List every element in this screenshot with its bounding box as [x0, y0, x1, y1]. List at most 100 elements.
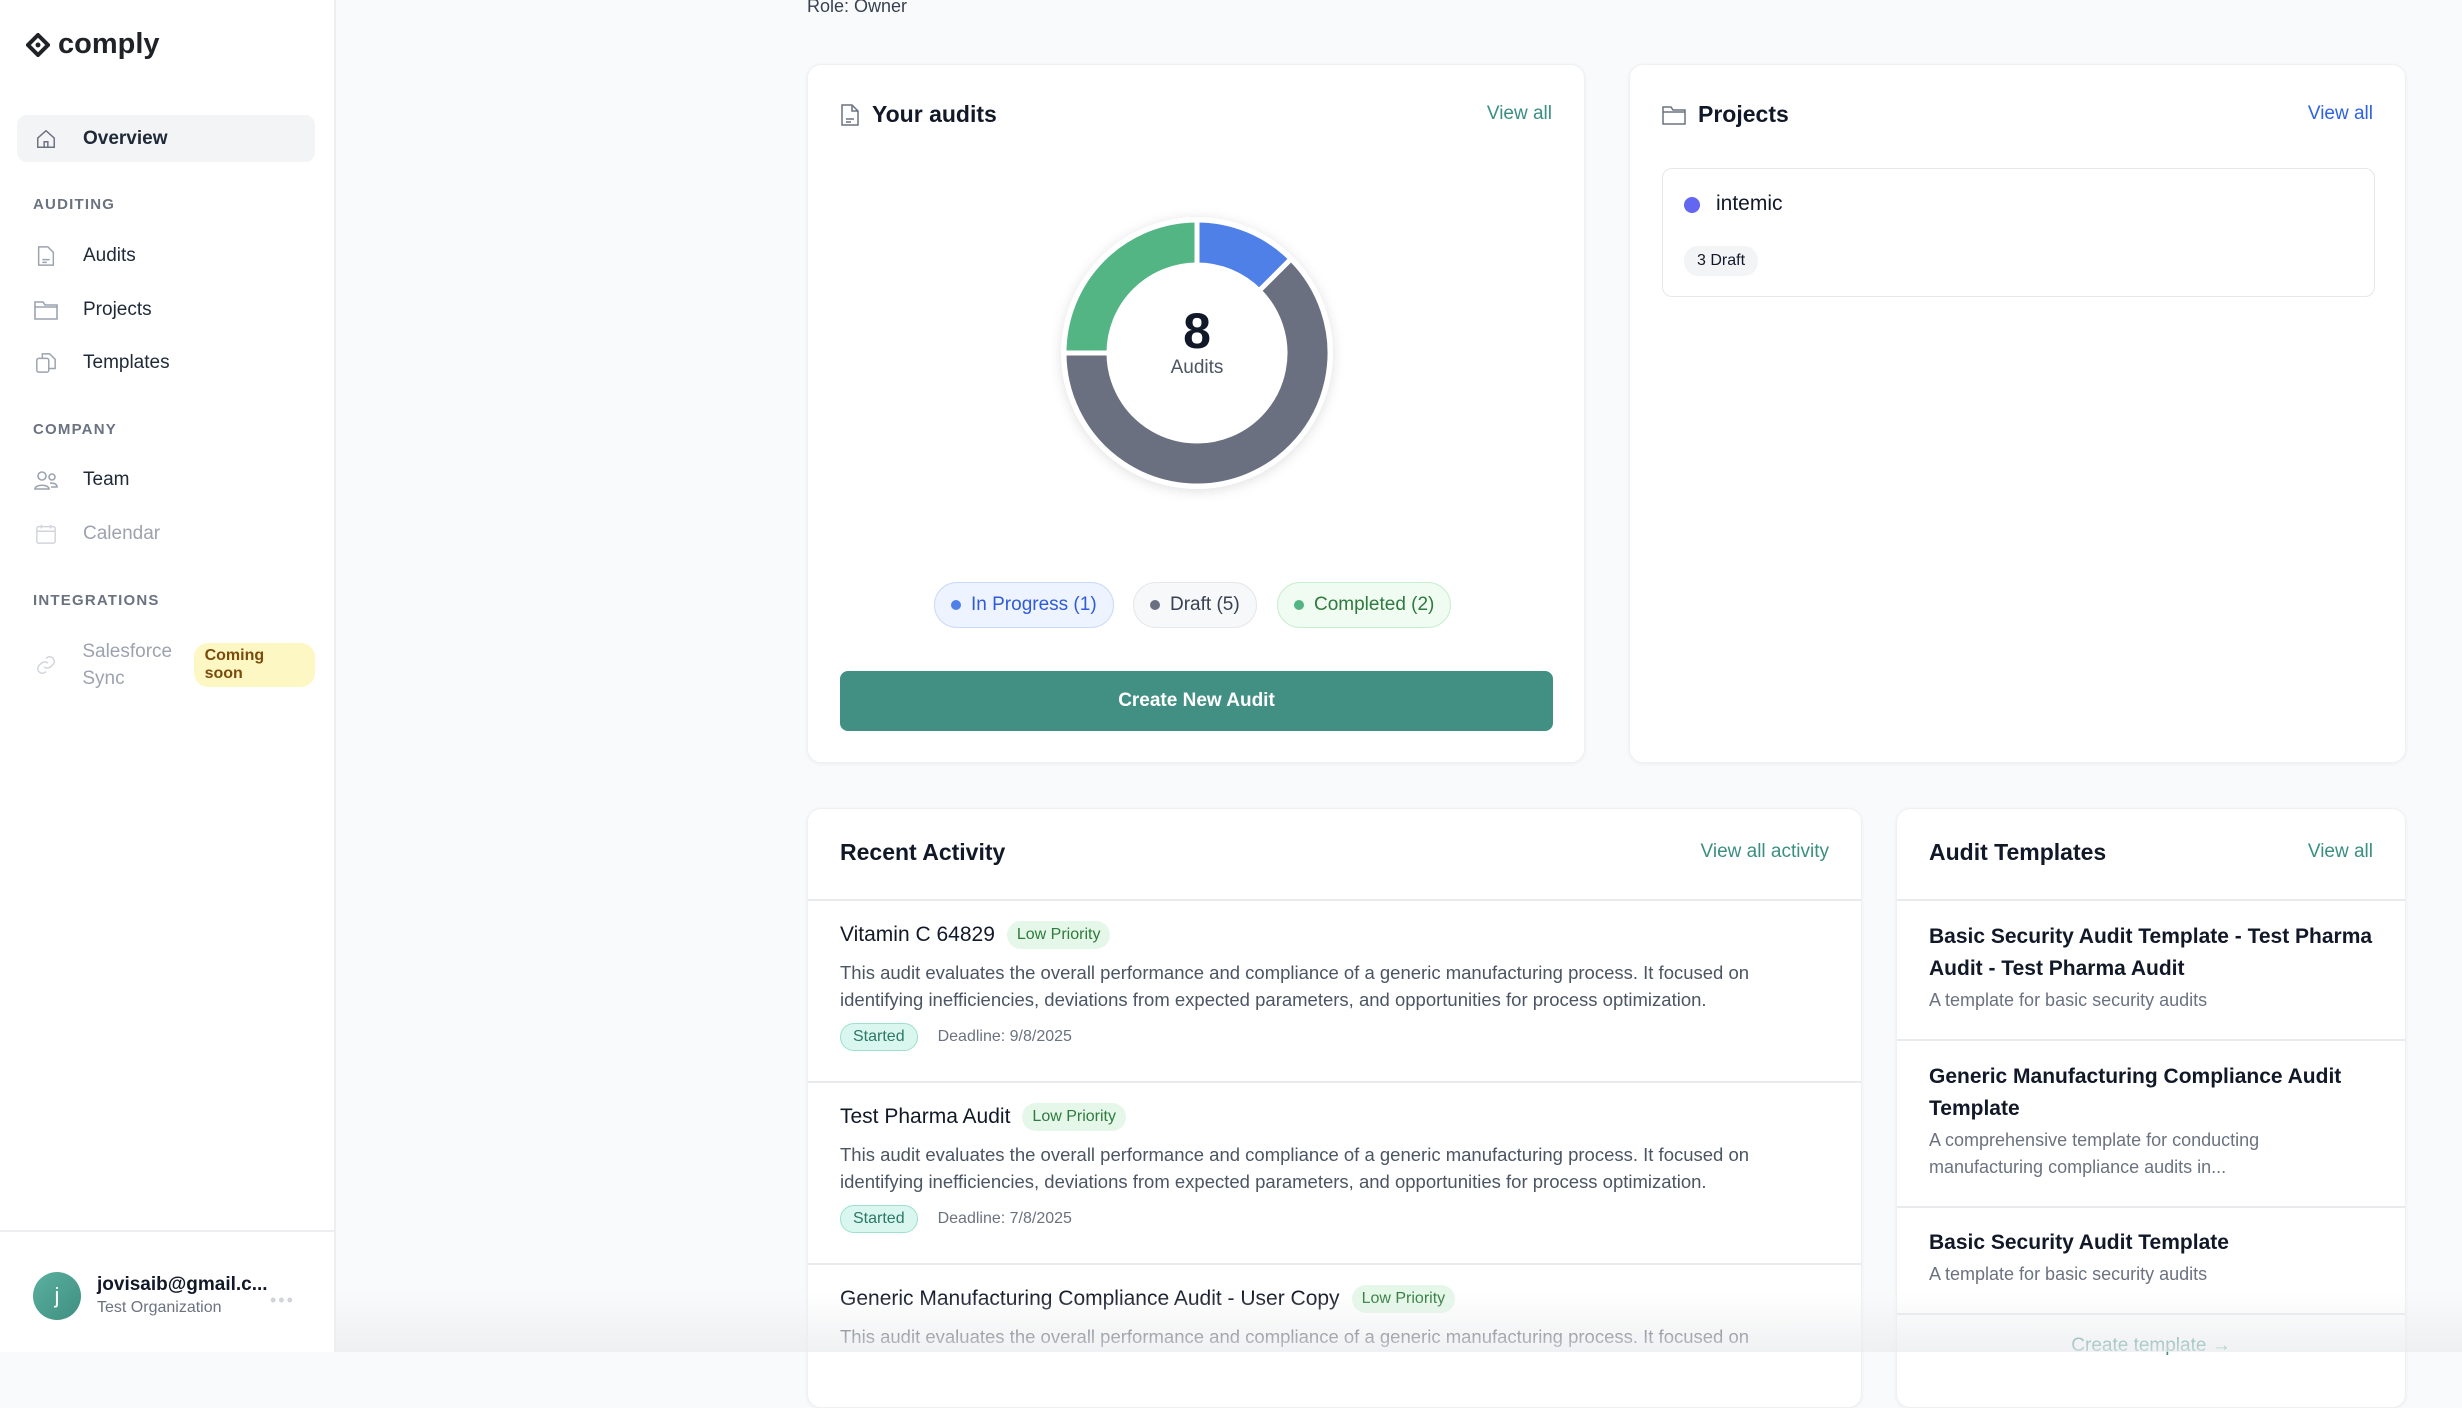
divider	[808, 1081, 1861, 1083]
activity-item[interactable]: Test Pharma Audit Low Priority This audit…	[840, 1101, 1829, 1233]
more-options-icon[interactable]: •••	[270, 1290, 295, 1310]
template-title: Basic Security Audit Template	[1929, 1231, 2229, 1254]
section-label-company: COMPANY	[33, 421, 117, 438]
projects-card: Projects View all intemic 3 Draft	[1629, 64, 2406, 763]
projects-header: Projects	[1662, 101, 1789, 128]
your-audits-header: Your audits	[840, 101, 997, 128]
sidebar-item-label: Team	[83, 468, 130, 490]
status-badge: Started	[840, 1023, 918, 1051]
legend-dot	[1150, 600, 1160, 610]
folder-icon	[1662, 105, 1686, 125]
sidebar-item-templates[interactable]: Templates	[17, 339, 315, 386]
priority-badge: Low Priority	[1022, 1103, 1126, 1131]
sidebar-item-overview[interactable]: Overview	[17, 115, 315, 162]
your-audits-card: Your audits View all 8 Audits In Progres…	[807, 64, 1585, 763]
legend-in-progress[interactable]: In Progress (1)	[934, 582, 1114, 628]
project-status-badge: 3 Draft	[1684, 246, 1759, 276]
template-item[interactable]: Basic Security Audit Template - Test Pha…	[1929, 921, 2373, 1014]
coming-soon-badge: Coming soon	[193, 643, 315, 687]
activity-description: This audit evaluates the overall perform…	[840, 1144, 1750, 1192]
card-title: Audit Templates	[1929, 839, 2107, 865]
legend-label: In Progress (1)	[971, 594, 1097, 615]
view-all-audits-link[interactable]: View all	[1486, 103, 1552, 124]
template-description: A comprehensive template for conducting …	[1929, 1130, 2260, 1177]
priority-badge: Low Priority	[1351, 1285, 1456, 1313]
audit-status-donut-chart	[1061, 217, 1333, 489]
sidebar-item-label: Salesforce Sync	[82, 641, 173, 689]
donut-slice-completed[interactable]	[1061, 217, 1200, 356]
sidebar: comply Overview AUDITING Audits Projects…	[0, 0, 336, 1352]
divider	[808, 899, 1861, 901]
project-item[interactable]: intemic 3 Draft	[1662, 168, 2375, 297]
avatar: j	[33, 1272, 81, 1320]
deadline: Deadline: 9/8/2025	[937, 1028, 1072, 1045]
create-new-audit-button[interactable]: Create New Audit	[840, 671, 1553, 731]
activity-title: Vitamin C 64829	[840, 923, 995, 946]
user-organization: Test Organization	[97, 1299, 222, 1316]
sidebar-item-salesforce-sync[interactable]: Salesforce Sync Coming soon	[17, 638, 315, 692]
donut-center: 8 Audits	[1147, 305, 1247, 379]
document-icon	[34, 244, 58, 268]
project-color-dot	[1684, 197, 1700, 213]
legend-dot	[951, 600, 961, 610]
section-label-auditing: AUDITING	[33, 196, 116, 213]
activity-item[interactable]: Generic Manufacturing Compliance Audit -…	[840, 1283, 1829, 1350]
activity-title: Test Pharma Audit	[840, 1105, 1011, 1128]
home-icon	[34, 127, 58, 151]
project-name: intemic	[1716, 192, 1783, 215]
section-label-integrations: INTEGRATIONS	[33, 592, 160, 609]
view-all-activity-link[interactable]: View all activity	[1700, 841, 1829, 862]
audit-total: 8	[1183, 303, 1211, 359]
logo[interactable]: comply	[26, 28, 160, 61]
view-all-projects-link[interactable]: View all	[2307, 103, 2373, 124]
sidebar-item-label: Projects	[83, 298, 152, 320]
template-description: A template for basic security audits	[1929, 990, 2208, 1010]
brand-name: comply	[58, 28, 160, 60]
divider	[1897, 1206, 2405, 1208]
legend-dot	[1294, 600, 1304, 610]
sidebar-item-label: Calendar	[83, 522, 161, 544]
user-profile[interactable]: j jovisaib@gmail.c... Test Organization …	[0, 1230, 334, 1352]
donut-slice-draft[interactable]	[1061, 256, 1333, 489]
card-title: Recent Activity	[840, 839, 1006, 865]
divider	[1897, 899, 2405, 901]
template-title: Generic Manufacturing Compliance Audit T…	[1929, 1065, 2342, 1120]
legend-draft[interactable]: Draft (5)	[1133, 582, 1257, 628]
divider	[1897, 1039, 2405, 1041]
user-email: jovisaib@gmail.c...	[97, 1274, 268, 1295]
sidebar-item-label: Audits	[83, 244, 136, 266]
sidebar-item-projects[interactable]: Projects	[17, 286, 315, 333]
sidebar-item-audits[interactable]: Audits	[17, 232, 315, 279]
template-title: Basic Security Audit Template - Test Pha…	[1929, 925, 2373, 980]
sidebar-item-team[interactable]: Team	[17, 456, 315, 503]
template-item[interactable]: Generic Manufacturing Compliance Audit T…	[1929, 1061, 2373, 1181]
divider	[1897, 1313, 2405, 1315]
sidebar-item-calendar[interactable]: Calendar	[17, 510, 315, 557]
priority-badge: Low Priority	[1006, 921, 1111, 949]
divider	[808, 1263, 1861, 1265]
audit-total-label: Audits	[1170, 357, 1224, 378]
activity-item[interactable]: Vitamin C 64829 Low Priority This audit e…	[840, 919, 1829, 1051]
deadline: Deadline: 7/8/2025	[937, 1210, 1072, 1227]
sidebar-item-label: Overview	[83, 127, 168, 149]
templates-icon	[34, 351, 58, 375]
legend-label: Draft (5)	[1170, 594, 1240, 615]
sidebar-item-label: Templates	[83, 351, 170, 373]
legend-completed[interactable]: Completed (2)	[1277, 582, 1452, 628]
legend-label: Completed (2)	[1314, 594, 1435, 615]
calendar-icon	[34, 522, 58, 546]
activity-description: This audit evaluates the overall perform…	[840, 1326, 1750, 1347]
card-title: Your audits	[872, 101, 997, 127]
user-role: Role: Owner	[807, 0, 908, 16]
view-all-templates-link[interactable]: View all	[2307, 841, 2373, 862]
activity-title: Generic Manufacturing Compliance Audit -…	[840, 1287, 1340, 1310]
template-item[interactable]: Basic Security Audit Template A template…	[1929, 1227, 2373, 1288]
activity-description: This audit evaluates the overall perform…	[840, 962, 1750, 1010]
audit-templates-card: Audit Templates View all Basic Security …	[1896, 808, 2406, 1408]
template-description: A template for basic security audits	[1929, 1264, 2208, 1284]
create-template-link[interactable]: Create template →	[2071, 1335, 2231, 1356]
link-icon	[34, 653, 57, 677]
folder-icon	[34, 298, 58, 322]
logo-icon	[26, 32, 50, 57]
document-icon	[841, 103, 859, 126]
